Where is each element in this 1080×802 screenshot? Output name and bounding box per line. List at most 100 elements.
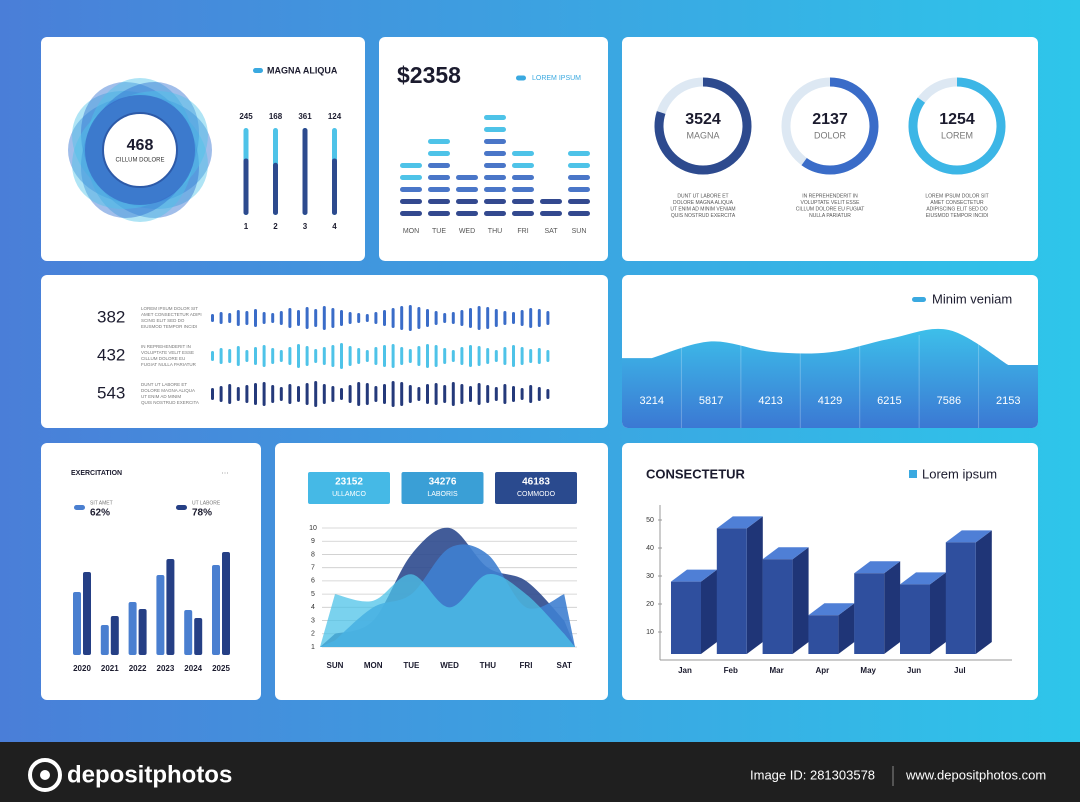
wave-bar [494, 350, 498, 362]
bar [156, 575, 165, 655]
ring-arc [908, 77, 1006, 175]
wave-bar [486, 348, 490, 364]
bar-side [746, 516, 763, 654]
bar [128, 602, 137, 655]
x-tick-label: Apr [816, 666, 830, 675]
bar-top [854, 561, 901, 574]
wave-bar [288, 384, 292, 404]
day-label: TUE [432, 228, 446, 235]
area [320, 574, 575, 647]
wave-bar [374, 386, 378, 402]
wave-bar [236, 310, 240, 326]
ring-label: MAGNA [686, 130, 719, 140]
wave-bar [348, 385, 352, 403]
wave-bar [374, 312, 378, 324]
dash [568, 211, 590, 216]
wave-bar [331, 308, 335, 328]
dash [456, 199, 478, 204]
row-value: 543 [97, 383, 125, 402]
wave-bar [219, 386, 223, 402]
bar-side [884, 561, 901, 654]
bar [83, 572, 91, 655]
wave-bar [297, 386, 300, 402]
bar-top [945, 530, 992, 543]
dash [400, 163, 422, 168]
amount: $2358 [397, 62, 461, 88]
wave-bar [460, 384, 464, 404]
area-value: 5817 [699, 395, 723, 407]
bar-side [701, 569, 717, 654]
wave-bar [254, 383, 257, 405]
dash [540, 211, 562, 216]
legend-label: UT LABORE [192, 500, 221, 506]
bar-category: 1 [244, 222, 249, 231]
wave-bar [469, 345, 472, 367]
center-value: 468 [127, 137, 154, 154]
wave-bar [340, 343, 343, 369]
x-tick-label: WED [440, 661, 459, 670]
wave-bar [262, 382, 266, 406]
wave-bar [262, 345, 266, 367]
x-tick-label: TUE [403, 661, 420, 670]
wave-bar [434, 383, 438, 405]
wave-bar [520, 347, 524, 365]
wave-bar [391, 308, 395, 328]
dash [568, 199, 590, 204]
bar [100, 625, 109, 655]
day-label: WED [459, 228, 475, 235]
dash [428, 187, 450, 192]
wave-bar [340, 388, 343, 400]
dash [400, 187, 422, 192]
ring-label: LOREM [941, 130, 973, 140]
dash [400, 211, 422, 216]
wave-bar [546, 350, 550, 362]
panel [41, 37, 365, 261]
bar [166, 559, 175, 655]
legend-swatch [253, 68, 263, 73]
day-label: SUN [572, 228, 587, 235]
legend-swatch [176, 505, 187, 510]
bar-top [716, 516, 763, 529]
bar-top [762, 547, 809, 560]
row-caption: QUIS NOSTRUD EXERCITA [141, 400, 199, 405]
wave-bar [520, 388, 524, 400]
dash [540, 199, 562, 204]
dash [428, 139, 450, 144]
dash [484, 115, 506, 120]
wave-bar [279, 350, 283, 362]
dash-column [400, 163, 422, 216]
wave-bar [512, 386, 515, 402]
wave-bar [331, 386, 335, 402]
dash [456, 175, 478, 180]
bar-3d [808, 603, 855, 654]
dash [568, 163, 590, 168]
wave-bar [529, 308, 533, 328]
wave-bar [314, 349, 318, 363]
x-tick-label: 2020 [73, 664, 91, 673]
stat-box [495, 472, 577, 504]
stat-box [308, 472, 390, 504]
wave-bar [520, 310, 524, 326]
center-label: CILLUM DOLORE [115, 158, 164, 164]
logo-icon [28, 758, 62, 792]
bar-top [900, 572, 946, 585]
wave-bar [417, 387, 421, 401]
area-value: 6215 [877, 395, 901, 407]
bar [184, 610, 193, 655]
legend-label: LOREM IPSUM [532, 75, 581, 82]
y-tick-label: 5 [311, 591, 315, 598]
wave-bar [236, 346, 240, 366]
ring-caption: LOREM IPSUM DOLOR SIT [925, 193, 988, 199]
x-tick-label: 2023 [157, 664, 175, 673]
wave-bar [408, 349, 412, 363]
dash-column [456, 175, 478, 216]
dash [400, 175, 422, 180]
day-label: MON [403, 228, 419, 235]
panel [41, 443, 261, 700]
ring-value: 3524 [685, 111, 721, 128]
site: www.depositphotos.com [905, 767, 1046, 782]
panel-title: EXERCITATION [71, 470, 122, 477]
stat-box [401, 472, 484, 504]
area-value: 2153 [996, 395, 1020, 407]
